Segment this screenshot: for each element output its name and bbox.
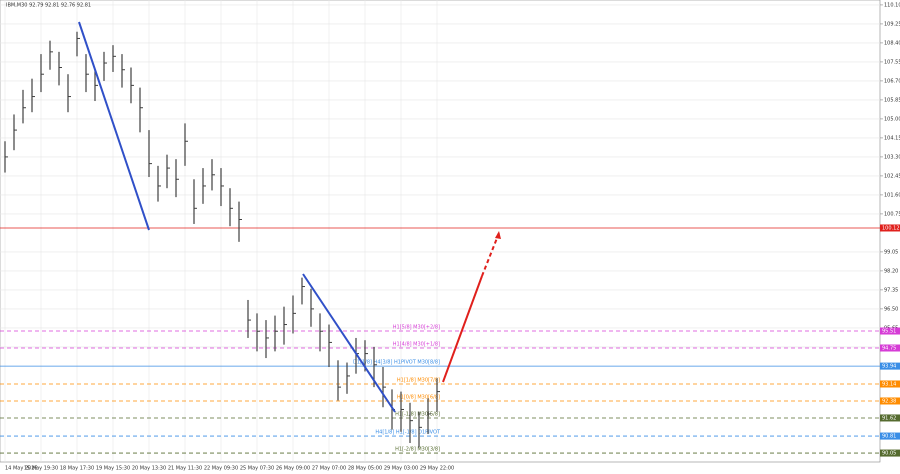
price-box-label: 94.75 bbox=[882, 346, 896, 352]
price-box bbox=[880, 224, 900, 232]
arrow-head bbox=[495, 231, 501, 239]
price-box-label: 92.38 bbox=[882, 398, 896, 404]
x-tick-label: 25 May 07:30 bbox=[240, 466, 274, 472]
y-tick-label: 105.00 bbox=[884, 116, 900, 122]
chart-title: IBM,M30 92.79 92.81 92.76 92.81 bbox=[6, 3, 91, 9]
x-tick-label: 27 May 07:00 bbox=[312, 466, 346, 472]
y-tick-label: 108.40 bbox=[884, 40, 900, 46]
y-tick-label: 105.85 bbox=[884, 97, 900, 103]
y-tick-label: 107.55 bbox=[884, 59, 900, 65]
x-tick-label: 19 May 15:30 bbox=[96, 466, 130, 472]
trend-line bbox=[78, 21, 150, 231]
price-box-label: 90.81 bbox=[882, 434, 896, 440]
price-box bbox=[880, 449, 900, 457]
x-tick-label: 29 May 03:00 bbox=[384, 466, 418, 472]
price-box bbox=[880, 327, 900, 335]
y-tick-label: 106.70 bbox=[884, 78, 900, 84]
x-tick-label: 22 May 09:30 bbox=[204, 466, 238, 472]
price-box bbox=[880, 432, 900, 440]
level-label: H1[-1/8] M30[5/8] bbox=[395, 411, 440, 417]
x-tick-label: 15 May 19:30 bbox=[24, 466, 58, 472]
trend-line bbox=[302, 273, 396, 413]
y-tick-label: 101.60 bbox=[884, 192, 900, 198]
y-tick-label: 100.75 bbox=[884, 211, 900, 217]
price-box-label: 95.51 bbox=[882, 329, 896, 335]
projection-line bbox=[442, 275, 483, 383]
price-box-label: 93.94 bbox=[882, 364, 896, 370]
y-tick-label: 103.30 bbox=[884, 154, 900, 160]
y-tick-label: 98.20 bbox=[884, 268, 898, 274]
y-tick-label: 96.50 bbox=[884, 306, 898, 312]
level-label: H1[4/8] M30[+1/8] bbox=[393, 342, 440, 348]
x-tick-label: 14 May 2026 bbox=[5, 466, 38, 472]
level-label: H1[0/8] M30[6/8] bbox=[397, 394, 440, 400]
x-tick-label: 28 May 05:00 bbox=[348, 466, 382, 472]
y-tick-label: 97.35 bbox=[884, 287, 898, 293]
price-box bbox=[880, 414, 900, 422]
x-tick-label: 18 May 17:30 bbox=[60, 466, 94, 472]
level-label: H4[1/8] H1[-1/8] D1PIVOT bbox=[375, 430, 441, 436]
price-box bbox=[880, 362, 900, 370]
x-tick-label: 26 May 09:00 bbox=[276, 466, 310, 472]
price-box bbox=[880, 397, 900, 405]
y-tick-label: 104.15 bbox=[884, 135, 900, 141]
x-tick-label: 21 May 11:30 bbox=[168, 466, 202, 472]
price-box-label: 93.14 bbox=[882, 381, 896, 387]
level-label: H1[-2/8] M30[3/8] bbox=[395, 447, 440, 453]
y-tick-label: 102.45 bbox=[884, 173, 900, 179]
y-tick-label: 110.10 bbox=[884, 2, 900, 8]
price-box-label: 100.12 bbox=[882, 225, 900, 231]
level-label: H1[1/8] M30[7/8] bbox=[397, 377, 440, 383]
price-box bbox=[880, 380, 900, 388]
x-tick-label: 29 May 22:00 bbox=[420, 466, 454, 472]
y-tick-label: 99.05 bbox=[884, 249, 898, 255]
projection-line bbox=[481, 232, 500, 277]
level-label: D1[1/8] H4[3/8] H1PIVOT M30[8/8] bbox=[353, 360, 440, 366]
price-box-label: 91.62 bbox=[882, 415, 896, 421]
plot-frame bbox=[0, 0, 881, 463]
x-tick-label: 20 May 13:30 bbox=[132, 466, 166, 472]
y-tick-label: 109.25 bbox=[884, 21, 900, 27]
price-box-label: 90.05 bbox=[882, 451, 896, 457]
level-label: H1[5/8] M30[+2/8] bbox=[393, 325, 440, 331]
price-box bbox=[880, 344, 900, 352]
